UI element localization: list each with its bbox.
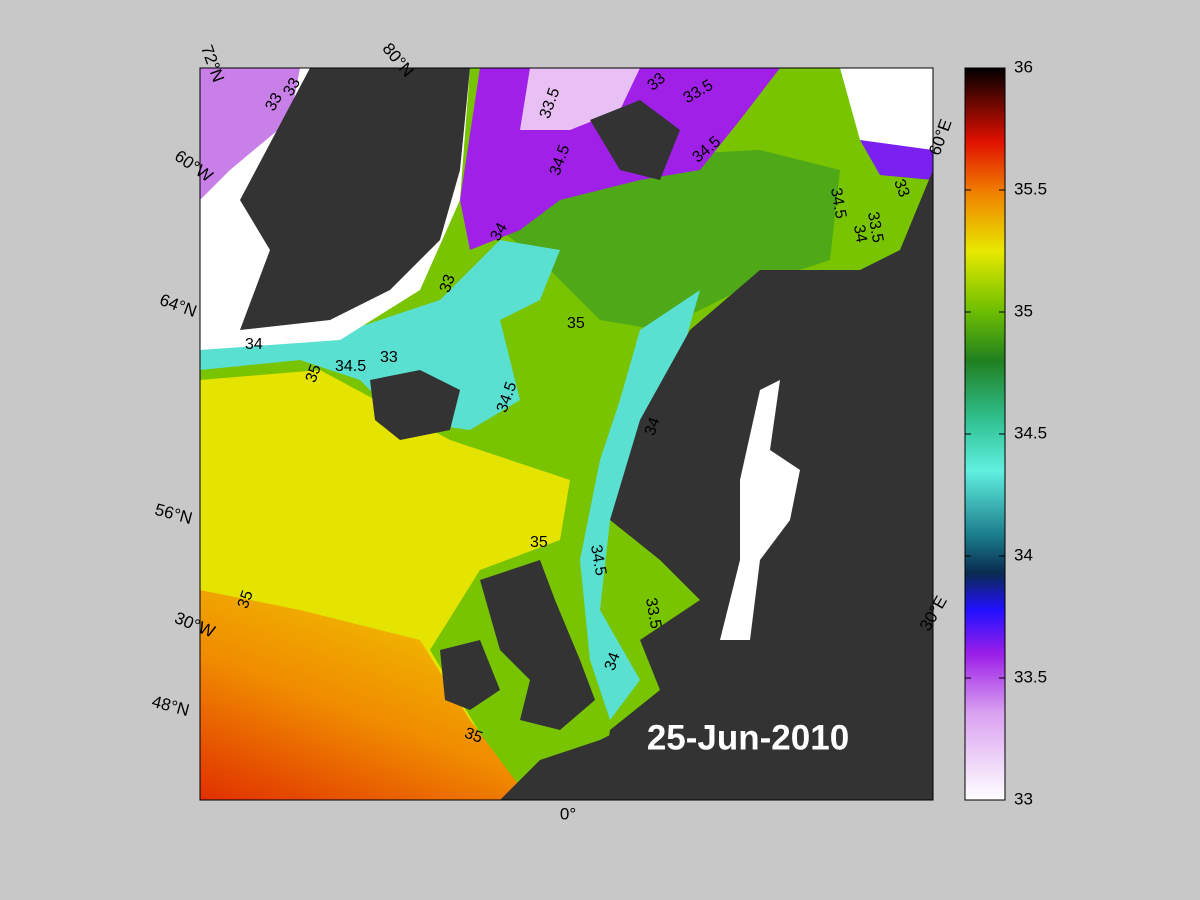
colorbar-tick-label: 33	[1014, 789, 1033, 808]
contour-label: 33	[380, 349, 398, 366]
colorbar-tick-label: 35	[1014, 301, 1033, 320]
ocean-orange	[200, 590, 530, 800]
contour-label: 34	[850, 223, 870, 244]
colorbar-tick-label: 34.5	[1014, 423, 1047, 442]
contour-label: 34.5	[335, 358, 366, 375]
graticule-label: 48°N	[150, 692, 192, 720]
colorbar-tick-label: 36	[1014, 57, 1033, 76]
land-svalbard	[590, 100, 680, 180]
land-greenland	[240, 68, 470, 330]
ice-east	[840, 68, 933, 170]
contour-label: 35	[462, 725, 485, 747]
contour-label: 35	[235, 588, 257, 611]
contour-label: 34	[487, 220, 511, 244]
ocean-purple-east	[860, 140, 933, 180]
contour-label: 33	[280, 75, 304, 99]
contour-label: 34	[642, 415, 664, 438]
graticule-label: 0°	[560, 804, 576, 823]
colorbar-ticks: 33 33.5 34 34.5 35 35.5 36	[965, 57, 1047, 808]
contour-label: 34.5	[587, 543, 609, 577]
contour-label: 34.5	[827, 186, 849, 220]
land-ireland	[440, 640, 500, 710]
land-britain	[480, 560, 595, 730]
map	[200, 68, 933, 800]
date-label: 25-Jun-2010	[647, 718, 849, 757]
land-europe	[500, 700, 933, 800]
contour-label: 35	[530, 534, 548, 551]
contour-label: 33	[890, 177, 912, 200]
colorbar	[964, 67, 1006, 801]
contour-label: 33	[437, 272, 459, 295]
ocean-light	[520, 68, 640, 130]
contour-label: 34	[245, 336, 263, 353]
contour-label: 33	[262, 90, 286, 114]
land-iceland	[370, 370, 460, 440]
graticule-label: 64°N	[157, 290, 199, 321]
gulf	[720, 380, 800, 640]
ocean-cyan	[200, 240, 560, 430]
colorbar-tick-label: 33.5	[1014, 667, 1047, 686]
contour-label: 35	[567, 315, 585, 332]
graticule-label: 56°N	[153, 500, 195, 528]
contour-label: 35	[303, 362, 325, 385]
contour-label: 33.5	[864, 210, 886, 244]
colorbar-tick-label: 35.5	[1014, 179, 1047, 198]
ocean-purple-west	[200, 68, 300, 200]
contour-label: 34	[602, 650, 624, 673]
map-frame	[199, 67, 934, 801]
ocean-cyan-coast	[580, 290, 700, 720]
colorbar-tick-label: 34	[1014, 545, 1033, 564]
contour-label: 33.5	[642, 596, 664, 630]
